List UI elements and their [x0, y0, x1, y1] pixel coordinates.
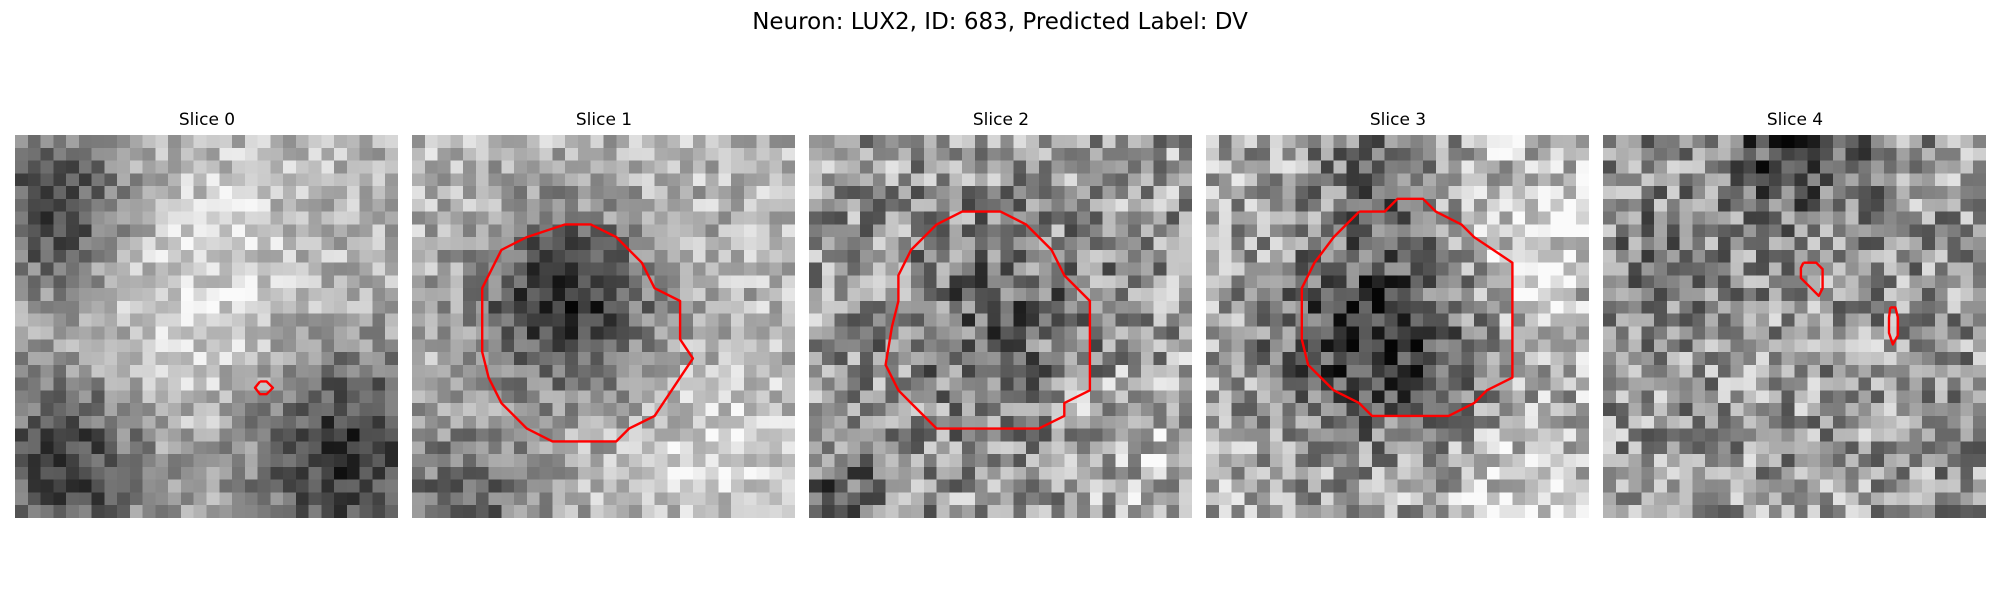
slice-panel-4: Slice 4: [1603, 110, 1987, 518]
slice-image-4-svg: [1603, 135, 1986, 518]
slice-panel-1: Slice 1: [412, 110, 796, 518]
slice-image-1: [412, 135, 795, 518]
contour-4-1: [1887, 306, 1900, 346]
slice-image-0-svg: [15, 135, 398, 518]
slice-panel-2: Slice 2: [809, 110, 1193, 518]
contour-2-0: [884, 210, 1092, 430]
slice-title-0: Slice 0: [178, 110, 236, 130]
contour-4-0: [1799, 261, 1824, 298]
slice-panel-3: Slice 3: [1206, 110, 1590, 518]
contour-0-0: [253, 380, 275, 396]
slice-image-2: [809, 135, 1192, 518]
figure-title: Neuron: LUX2, ID: 683, Predicted Label: …: [752, 9, 1248, 35]
slice-title-1: Slice 1: [575, 110, 633, 130]
slice-image-2-svg: [809, 135, 1192, 518]
slice-title-3: Slice 3: [1369, 110, 1427, 130]
slice-image-3: [1206, 135, 1589, 518]
contour-1-0: [480, 223, 695, 443]
slice-title-4: Slice 4: [1766, 110, 1824, 130]
slice-image-0: [15, 135, 398, 518]
slice-title-2: Slice 2: [972, 110, 1030, 130]
slice-image-4: [1603, 135, 1986, 518]
slice-panel-0: Slice 0: [15, 110, 399, 518]
contour-3-0: [1300, 197, 1514, 418]
slice-image-1-svg: [412, 135, 795, 518]
slice-image-3-svg: [1206, 135, 1589, 518]
